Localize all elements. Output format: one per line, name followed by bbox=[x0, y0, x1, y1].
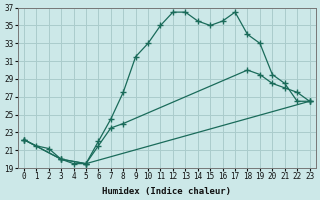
X-axis label: Humidex (Indice chaleur): Humidex (Indice chaleur) bbox=[102, 187, 231, 196]
